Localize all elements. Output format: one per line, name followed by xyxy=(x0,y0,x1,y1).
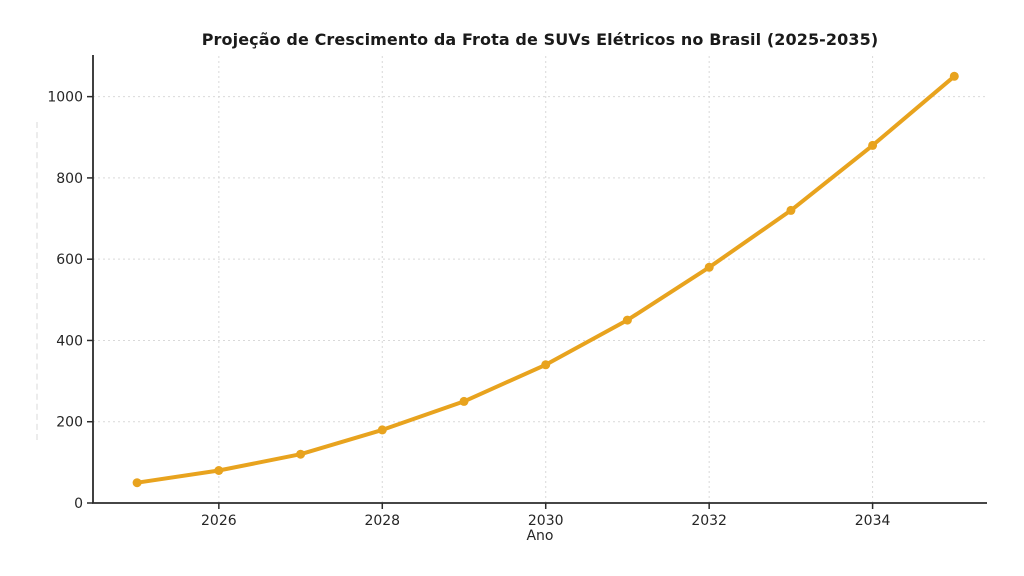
y-tick-label: 800 xyxy=(56,171,83,187)
y-tick-label: 600 xyxy=(56,252,83,268)
x-tick-label: 2026 xyxy=(201,513,237,529)
y-tick-label: 200 xyxy=(56,415,83,431)
y-tick-label: 0 xyxy=(74,496,83,512)
cropped-ylabel-artifact xyxy=(36,122,38,440)
y-tick-label: 400 xyxy=(56,333,83,349)
data-point-marker xyxy=(541,360,551,370)
data-point-marker xyxy=(377,425,387,435)
data-point-marker xyxy=(704,262,714,272)
x-axis-label: Ano xyxy=(526,528,554,544)
chart-title: Projeção de Crescimento da Frota de SUVs… xyxy=(201,30,879,49)
data-point-marker xyxy=(622,315,632,325)
data-point-marker xyxy=(132,478,142,488)
data-point-marker xyxy=(786,205,796,215)
data-point-marker xyxy=(949,71,959,81)
x-tick-label: 2028 xyxy=(364,513,400,529)
x-tick-label: 2030 xyxy=(528,513,564,529)
data-point-marker xyxy=(214,466,224,475)
x-tick-label: 2032 xyxy=(691,513,727,529)
y-tick-label: 1000 xyxy=(47,90,83,106)
data-point-marker xyxy=(868,140,878,150)
data-point-marker xyxy=(459,396,469,406)
x-tick-label: 2034 xyxy=(855,513,891,529)
data-point-marker xyxy=(296,449,306,459)
